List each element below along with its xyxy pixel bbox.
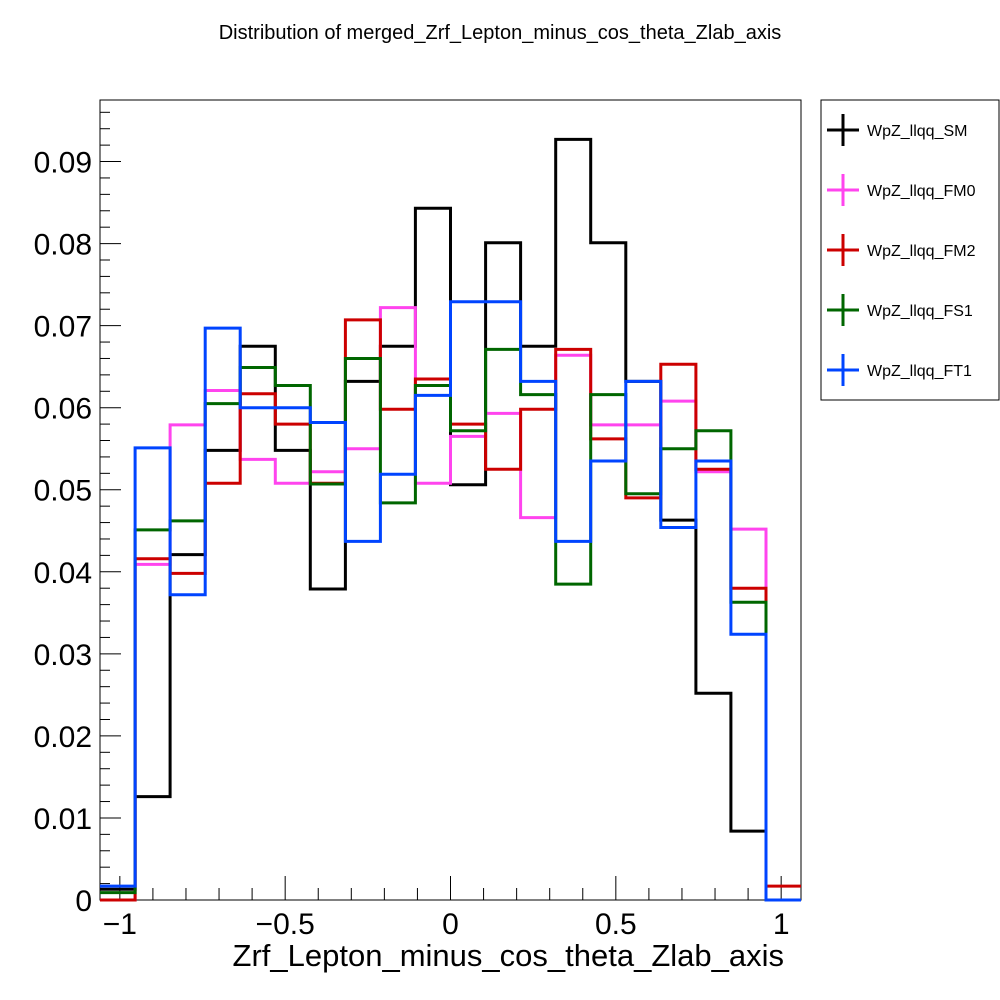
x-tick-label: −1 (103, 908, 137, 941)
x-tick-label: −0.5 (256, 908, 315, 941)
legend-label: WpZ_llqq_FT1 (867, 363, 972, 380)
legend-label: WpZ_llqq_FM0 (867, 183, 976, 200)
series-line-WpZ_llqq_FT1 (100, 300, 801, 902)
y-tick-label: 0.05 (34, 475, 92, 508)
y-tick-label: 0.07 (34, 311, 92, 344)
y-tick-label: 0.09 (34, 147, 92, 180)
x-tick-label: 1 (773, 908, 790, 941)
y-tick-label: 0.04 (34, 557, 92, 590)
x-tick-labels: −1 −0.5 0 0.5 1 (103, 908, 790, 941)
series-line-WpZ_llqq_FS1 (100, 347, 801, 902)
y-tick-labels: 0 0.01 0.02 0.03 0.04 0.05 0.06 0.07 0.08 0.09 (34, 147, 92, 918)
y-tick-label: 0.06 (34, 393, 92, 426)
series-line-WpZ_llqq_FM0 (100, 306, 801, 902)
x-tick-label: 0.5 (595, 908, 637, 941)
y-tick-label: 0 (75, 885, 92, 918)
legend-label: WpZ_llqq_FM2 (867, 243, 976, 260)
legend: WpZ_llqq_SM WpZ_llqq_FM0 WpZ_llqq_FM2 WpZ_l… (820, 99, 1000, 401)
x-axis-label: Zrf_Lepton_minus_cos_theta_Zlab_axis (233, 938, 784, 973)
y-tick-label: 0.08 (34, 229, 92, 262)
axis-ticks (100, 111, 782, 901)
y-tick-label: 0.02 (34, 721, 92, 754)
x-tick-label: 0 (442, 908, 459, 941)
y-tick-label: 0.01 (34, 803, 92, 836)
legend-label: WpZ_llqq_FS1 (867, 303, 973, 320)
chart-title: Distribution of merged_Zrf_Lepton_minus_… (219, 22, 782, 44)
legend-label: WpZ_llqq_SM (867, 123, 967, 140)
y-tick-label: 0.03 (34, 639, 92, 672)
series-lines (100, 137, 801, 902)
